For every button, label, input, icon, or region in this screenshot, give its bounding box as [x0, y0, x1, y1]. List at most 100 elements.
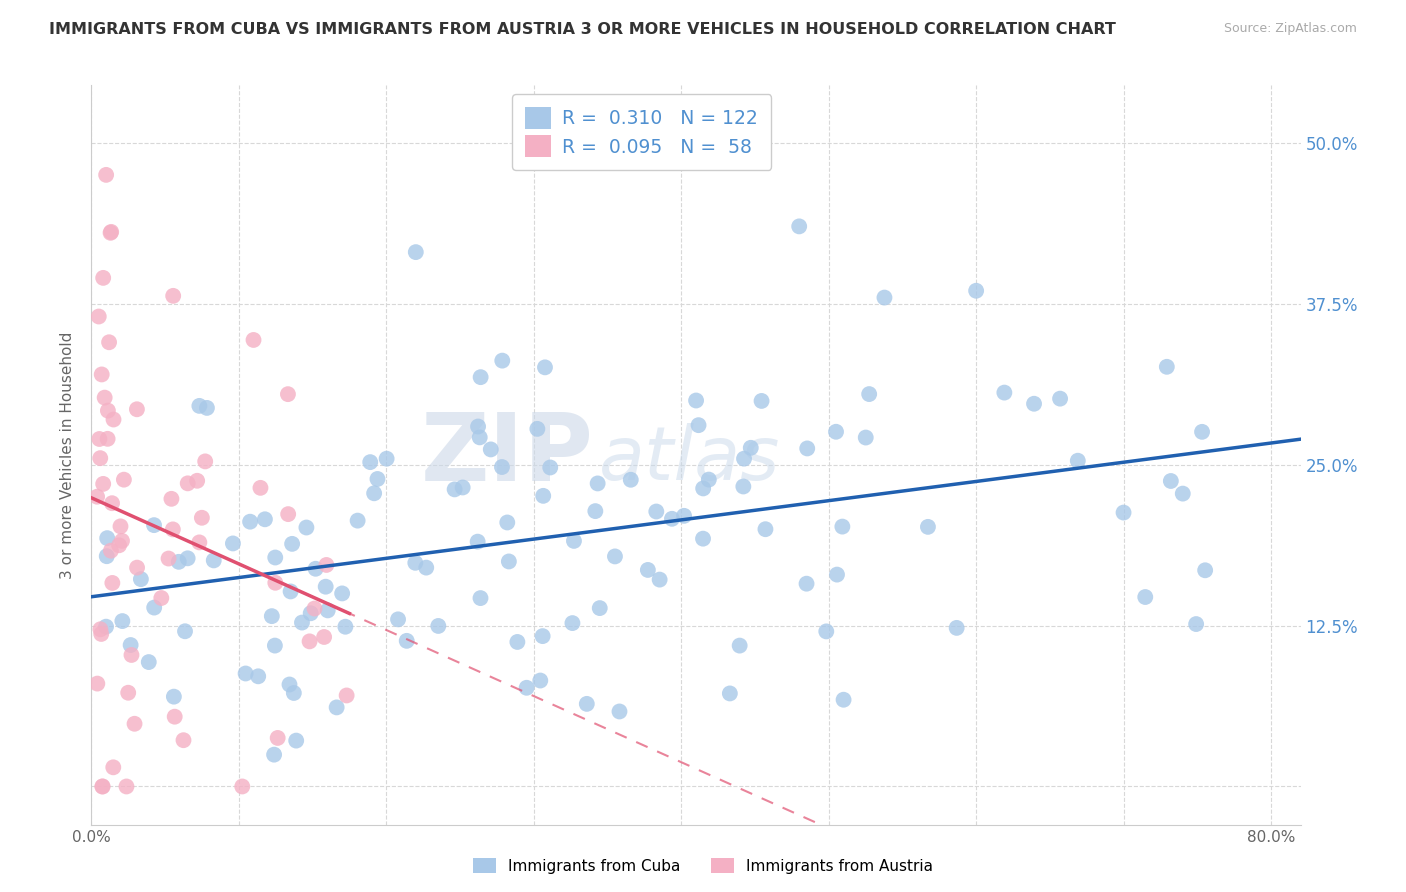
Point — [1022, 397, 1045, 411]
Point — [395, 633, 418, 648]
Point — [299, 607, 322, 621]
Point — [470, 591, 492, 606]
Point — [89, 432, 111, 446]
Point — [143, 600, 166, 615]
Point — [491, 460, 513, 475]
Point — [1067, 454, 1090, 468]
Point — [470, 370, 492, 384]
Point — [304, 601, 326, 615]
Point — [945, 621, 967, 635]
Point — [496, 516, 519, 530]
Point — [101, 576, 124, 591]
Point — [387, 612, 409, 626]
Point — [526, 422, 548, 436]
Point — [1194, 563, 1216, 577]
Point — [247, 669, 270, 683]
Point — [239, 515, 262, 529]
Point — [304, 562, 326, 576]
Point — [531, 629, 554, 643]
Point — [314, 630, 336, 644]
Point — [94, 168, 117, 182]
Point — [787, 219, 810, 234]
Text: atlas: atlas — [599, 423, 780, 495]
Point — [825, 425, 848, 439]
Point — [163, 690, 186, 704]
Point — [583, 504, 606, 518]
Point — [858, 387, 880, 401]
Point — [108, 538, 131, 552]
Point — [264, 550, 287, 565]
Point — [97, 432, 120, 446]
Point — [506, 635, 529, 649]
Point — [346, 514, 368, 528]
Point — [751, 393, 773, 408]
Point — [129, 572, 152, 586]
Point — [222, 536, 245, 550]
Point — [1171, 486, 1194, 500]
Point — [96, 549, 118, 564]
Point — [1156, 359, 1178, 374]
Point — [718, 686, 741, 700]
Point — [91, 780, 114, 794]
Point — [195, 401, 218, 415]
Point — [1160, 474, 1182, 488]
Point — [415, 560, 437, 574]
Point — [173, 733, 195, 747]
Point — [603, 549, 626, 564]
Point — [202, 553, 225, 567]
Point — [188, 399, 211, 413]
Point — [97, 403, 120, 417]
Point — [873, 291, 896, 305]
Point — [98, 335, 121, 350]
Point — [534, 360, 557, 375]
Point — [467, 534, 489, 549]
Point — [162, 289, 184, 303]
Point — [90, 627, 112, 641]
Point — [531, 489, 554, 503]
Point — [242, 333, 264, 347]
Point — [575, 697, 598, 711]
Point — [315, 580, 337, 594]
Point — [194, 454, 217, 468]
Point — [688, 418, 710, 433]
Point — [692, 482, 714, 496]
Point — [645, 504, 668, 518]
Point — [235, 666, 257, 681]
Point — [491, 353, 513, 368]
Point — [263, 747, 285, 762]
Point — [115, 780, 138, 794]
Point — [91, 271, 114, 285]
Point — [167, 555, 190, 569]
Point — [100, 226, 122, 240]
Point — [516, 681, 538, 695]
Point — [855, 431, 877, 445]
Point — [103, 412, 125, 426]
Point — [825, 567, 848, 582]
Point — [562, 533, 585, 548]
Point — [93, 391, 115, 405]
Point — [280, 584, 302, 599]
Point — [124, 716, 146, 731]
Point — [468, 430, 491, 444]
Point — [1135, 590, 1157, 604]
Point — [249, 481, 271, 495]
Point — [993, 385, 1015, 400]
Point — [1049, 392, 1071, 406]
Point — [561, 616, 583, 631]
Point — [427, 619, 450, 633]
Point — [100, 543, 122, 558]
Point — [831, 519, 853, 533]
Point — [253, 512, 276, 526]
Point — [176, 551, 198, 566]
Point — [620, 473, 643, 487]
Point — [162, 522, 184, 536]
Point — [96, 531, 118, 545]
Point — [754, 522, 776, 536]
Point — [832, 692, 855, 706]
Point — [260, 609, 283, 624]
Point — [538, 460, 561, 475]
Point — [529, 673, 551, 688]
Legend: R =  0.310   N = 122, R =  0.095   N =  58: R = 0.310 N = 122, R = 0.095 N = 58 — [512, 95, 772, 170]
Point — [673, 508, 696, 523]
Point — [86, 676, 108, 690]
